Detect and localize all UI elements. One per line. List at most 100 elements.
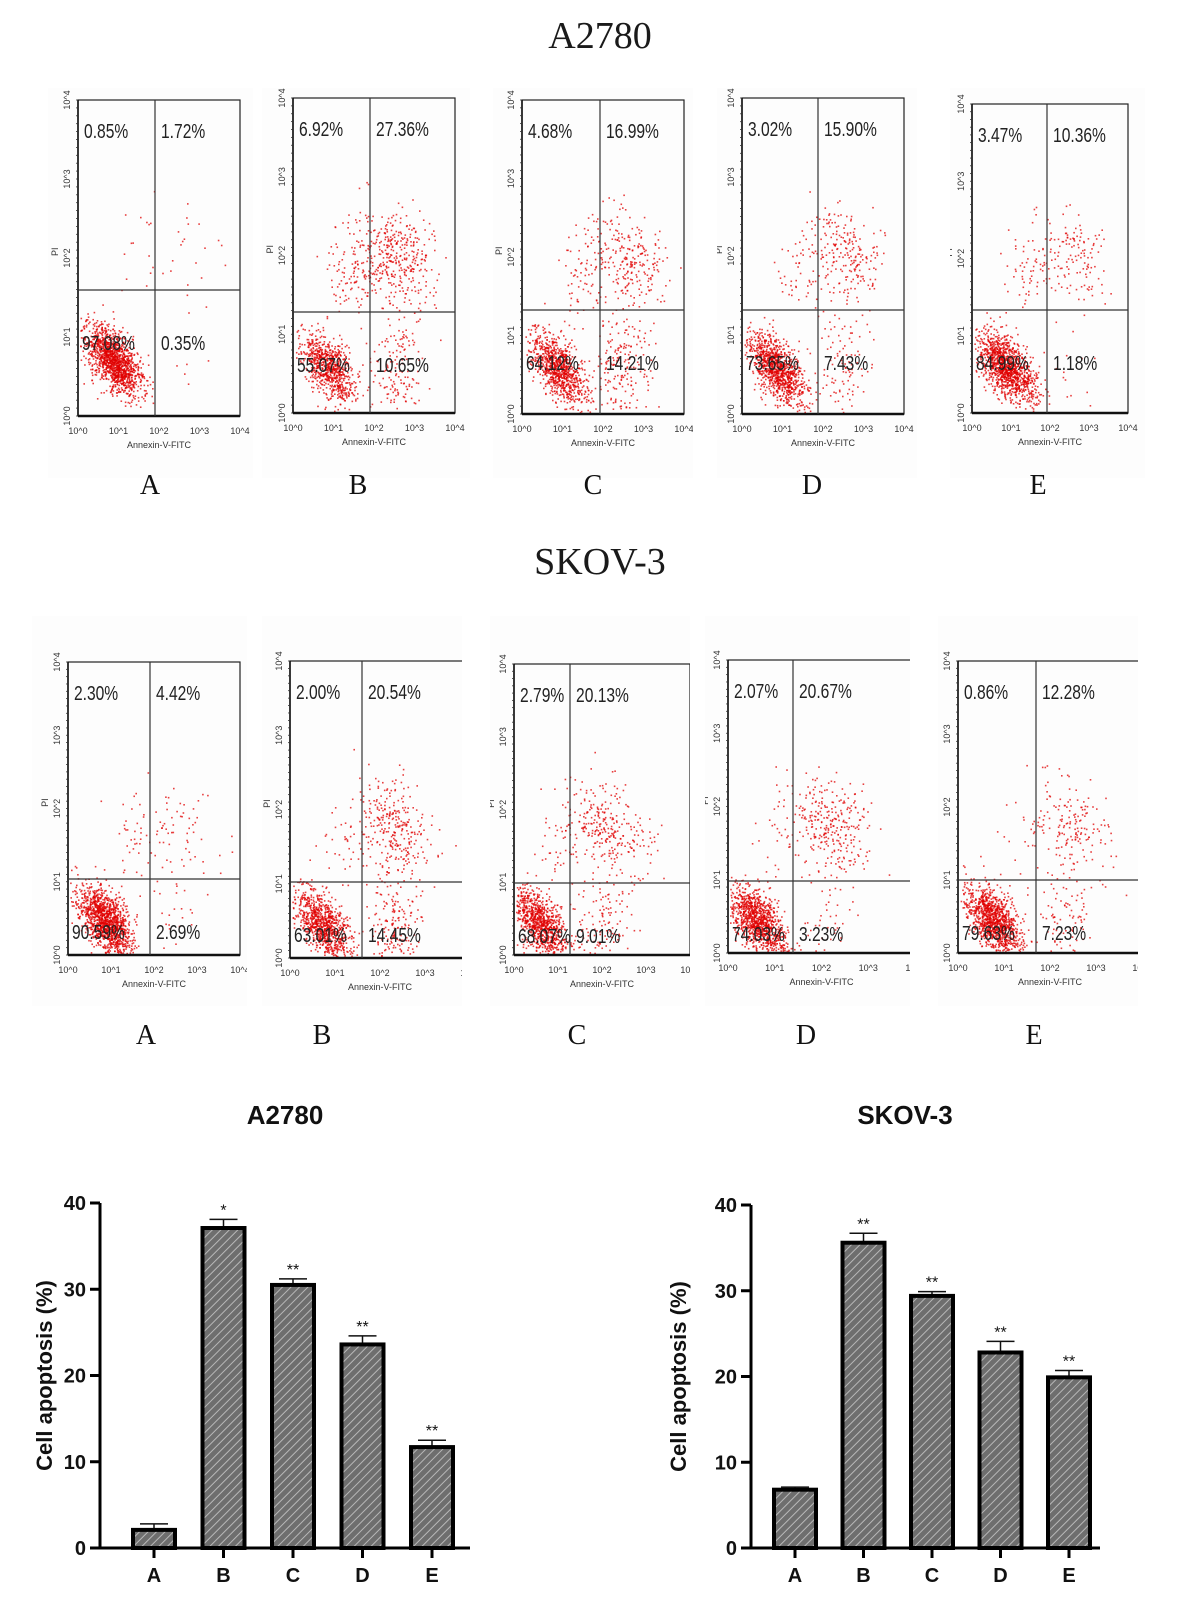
quadrant-upper-right-value: 20.13% — [576, 684, 629, 706]
flow-y-tick-label: 10^3 — [52, 726, 62, 745]
flow-y-tick-label: 10^2 — [277, 246, 287, 265]
quadrant-upper-right-value: 15.90% — [824, 118, 877, 140]
flow-y-tick-label: 10^1 — [942, 870, 952, 889]
quadrant-upper-left-value: 2.30% — [74, 682, 118, 704]
flow-dots — [730, 766, 891, 953]
panel-label-b: B — [348, 470, 368, 501]
flow-dots — [80, 190, 227, 408]
quadrant-upper-right-value: 12.28% — [1042, 681, 1095, 703]
quadrant-upper-right-value: 20.67% — [799, 680, 852, 702]
flow-x-tick-label: 10^2 — [812, 963, 831, 973]
flow-y-tick-label: 10^2 — [274, 800, 284, 819]
quadrant-lower-left-value: 55.07% — [297, 354, 350, 376]
bar-y-tick-label: 20 — [715, 1367, 737, 1389]
flow-x-tick-label: 10^0 — [58, 965, 77, 975]
flow-y-axis-label: PI — [717, 245, 724, 254]
flow-x-tick-label: 10^4 — [445, 423, 464, 433]
panel-label-e: E — [1029, 470, 1047, 501]
bar-y-tick-label: 0 — [75, 1538, 86, 1560]
quadrant-lower-left-value: 63.01% — [294, 924, 347, 946]
flow-x-tick-label: 10^3 — [854, 424, 873, 434]
bar-d — [977, 1350, 1024, 1550]
flow-y-tick-label: 10^1 — [506, 326, 516, 345]
flow-x-tick-label: 10^4 — [230, 965, 247, 975]
flow-y-tick-label: 10^3 — [274, 726, 284, 745]
bar-x-tick-label: C — [286, 1565, 300, 1587]
panel-label-c: C — [567, 1020, 587, 1051]
bar-c — [909, 1293, 955, 1550]
flow-x-tick-label: 10^3 — [1079, 423, 1098, 433]
significance-marker: ** — [426, 1423, 438, 1440]
quadrant-lower-right-value: 14.45% — [368, 924, 421, 946]
bar-y-axis-label: Cell apoptosis (%) — [666, 1281, 691, 1472]
flow-x-axis-label: Annexin-V-FITC — [571, 438, 636, 448]
flow-y-tick-label: 10^1 — [712, 870, 722, 889]
flow-y-tick-label: 10^4 — [274, 651, 284, 670]
flow-y-tick-label: 10^4 — [942, 651, 952, 670]
flow-y-tick-label: 10^0 — [956, 403, 966, 422]
flow-x-tick-label: 10^0 — [280, 968, 299, 978]
flow-y-axis-label: PI — [262, 799, 272, 808]
bar-y-tick-label: 0 — [726, 1538, 737, 1560]
quadrant-lower-right-value: 7.23% — [1042, 922, 1086, 944]
flow-y-tick-label: 10^0 — [52, 945, 62, 964]
flow-x-tick-label: 10^3 — [405, 423, 424, 433]
flow-plot-d: 10^010^0 10^1 10^1 10^2 10^2 10^3 10^3 10^4 10^4… — [717, 88, 917, 478]
flow-y-tick-label: 10^3 — [62, 169, 72, 188]
quadrant-upper-right-value: 4.42% — [156, 682, 200, 704]
flow-x-tick-label: 10^2 — [144, 965, 163, 975]
bar-a — [131, 1527, 177, 1551]
flow-x-tick-label: 10^1 — [548, 965, 567, 975]
flow-y-tick-label: 10^4 — [498, 654, 508, 673]
flow-y-tick-label: 10^0 — [62, 406, 72, 425]
flow-x-axis-label: Annexin-V-FITC — [1018, 977, 1083, 987]
flow-y-tick-label: 10^4 — [956, 94, 966, 113]
bar-d — [339, 1342, 386, 1550]
bar-x-tick-label: A — [147, 1565, 161, 1587]
bar-x-tick-label: D — [355, 1565, 369, 1587]
flow-x-tick-label: 10^4 — [674, 424, 693, 434]
flow-y-axis-label: PI — [40, 798, 50, 807]
quadrant-lower-right-value: 3.23% — [799, 923, 843, 945]
flow-plot-d: 10^010^0 10^1 10^1 10^2 10^2 10^3 10^3 10^4 10^4… — [705, 616, 910, 1006]
flow-x-axis-label: Annexin-V-FITC — [127, 440, 192, 450]
bar-y-tick-label: 40 — [715, 1195, 737, 1217]
bar-y-tick-label: 10 — [64, 1452, 86, 1474]
flow-x-axis-label: Annexin-V-FITC — [342, 437, 407, 447]
quadrant-upper-left-value: 6.92% — [299, 118, 343, 140]
quadrant-lower-left-value: 73.65% — [746, 352, 799, 374]
flow-x-tick-label: 10^2 — [1040, 423, 1059, 433]
bar-e — [409, 1445, 455, 1550]
quadrant-lower-right-value: 7.43% — [824, 352, 868, 374]
bar-y-axis-label: Cell apoptosis (%) — [32, 1280, 57, 1471]
flow-y-axis-label: PI — [265, 245, 275, 254]
flow-x-tick-label: 10^2 — [1040, 963, 1059, 973]
quadrant-upper-left-value: 3.02% — [748, 118, 792, 140]
bar-chart-skov3: 0 10 20 30 40 Cell apoptosis (%) A ** B ** C ** D ** E — [666, 1195, 1100, 1587]
flow-x-axis-label: Annexin-V-FITC — [789, 977, 854, 987]
flow-panel-background — [32, 616, 247, 1006]
flow-y-tick-label: 10^1 — [498, 873, 508, 892]
quadrant-lower-right-value: 10.65% — [376, 354, 429, 376]
panel-label-b: B — [312, 1020, 332, 1051]
bar-x-tick-label: B — [216, 1565, 230, 1587]
flow-x-tick-label: 10^2 — [149, 426, 168, 436]
flow-y-tick-label: 10^2 — [498, 800, 508, 819]
flow-y-tick-label: 10^2 — [712, 797, 722, 816]
flow-y-tick-label: 10^3 — [277, 167, 287, 186]
flow-x-tick-label: 10^4 — [1118, 423, 1137, 433]
quadrant-lower-left-value: 90.59% — [72, 921, 125, 943]
flow-y-tick-label: 10^2 — [726, 246, 736, 265]
quadrant-upper-left-value: 3.47% — [978, 124, 1022, 146]
flow-panel-background — [490, 616, 690, 1006]
quadrant-upper-right-value: 16.99% — [606, 120, 659, 142]
flow-x-tick-label: 10^3 — [636, 965, 655, 975]
flow-x-tick-label: 10^2 — [592, 965, 611, 975]
flow-x-tick-label: 10^1 — [109, 426, 128, 436]
flow-x-tick-label: 10^4 — [905, 963, 910, 973]
flow-x-tick-label: 10^1 — [994, 963, 1013, 973]
bar-x-tick-label: B — [856, 1565, 870, 1587]
flow-x-tick-label: 10^4 — [460, 968, 462, 978]
flow-dots — [744, 191, 887, 414]
flow-panel-background — [48, 88, 253, 478]
